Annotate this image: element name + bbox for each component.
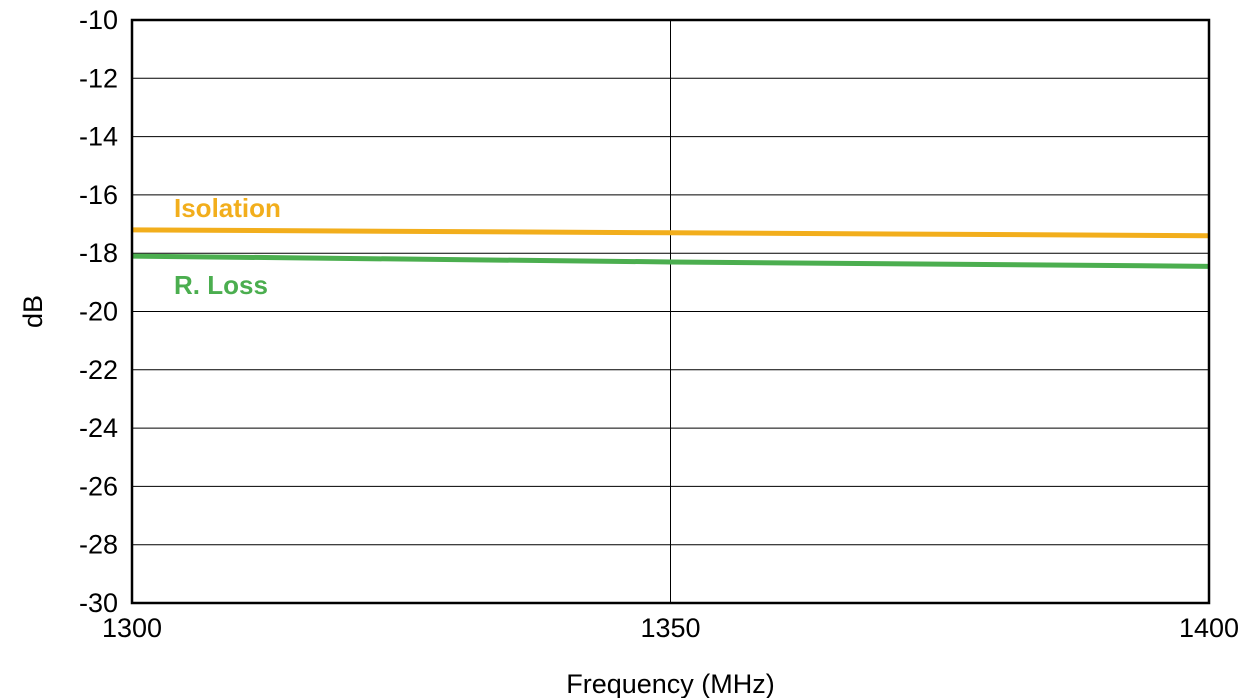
y-tick-label: -24 <box>79 413 118 443</box>
x-tick-label: 1350 <box>640 613 700 643</box>
y-tick-label: -30 <box>79 588 118 618</box>
y-tick-label: -26 <box>79 471 118 501</box>
y-tick-label: -12 <box>79 63 118 93</box>
series-label: Isolation <box>174 193 281 223</box>
y-tick-label: -14 <box>79 122 118 152</box>
series-labels: Isolation R. Loss <box>174 193 281 300</box>
x-tick-label: 1400 <box>1179 613 1239 643</box>
y-axis-title: dB <box>18 295 48 328</box>
y-tick-label: -18 <box>79 238 118 268</box>
y-tick-labels: -10 -12 -14 -16 -18 -20 -22 -24 -26 -28 -30 <box>79 5 118 618</box>
series-label: R. Loss <box>174 270 268 300</box>
y-tick-label: -10 <box>79 5 118 35</box>
series-line <box>131 227 1210 239</box>
series-line <box>131 253 1210 269</box>
x-axis-title: Frequency (MHz) <box>566 669 775 698</box>
plot-frame <box>130 18 1211 605</box>
y-tick-label: -22 <box>79 355 118 385</box>
y-tick-label: -28 <box>79 530 118 560</box>
grid-lines <box>132 20 1209 603</box>
x-tick-labels: 1300 1350 1400 <box>102 613 1239 643</box>
y-tick-label: -16 <box>79 180 118 210</box>
y-tick-label: -20 <box>79 297 118 327</box>
series-lines <box>131 227 1210 269</box>
x-tick-label: 1300 <box>102 613 162 643</box>
